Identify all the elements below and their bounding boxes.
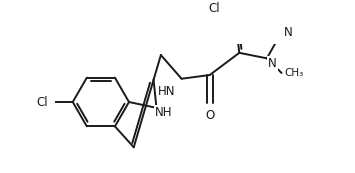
Text: NH: NH	[155, 106, 173, 119]
Text: N: N	[268, 57, 277, 70]
Text: Cl: Cl	[37, 95, 48, 108]
Text: CH₃: CH₃	[284, 68, 304, 78]
Text: Cl: Cl	[209, 2, 220, 15]
Text: O: O	[205, 109, 214, 122]
Text: N: N	[284, 26, 293, 39]
Text: HN: HN	[158, 85, 176, 98]
